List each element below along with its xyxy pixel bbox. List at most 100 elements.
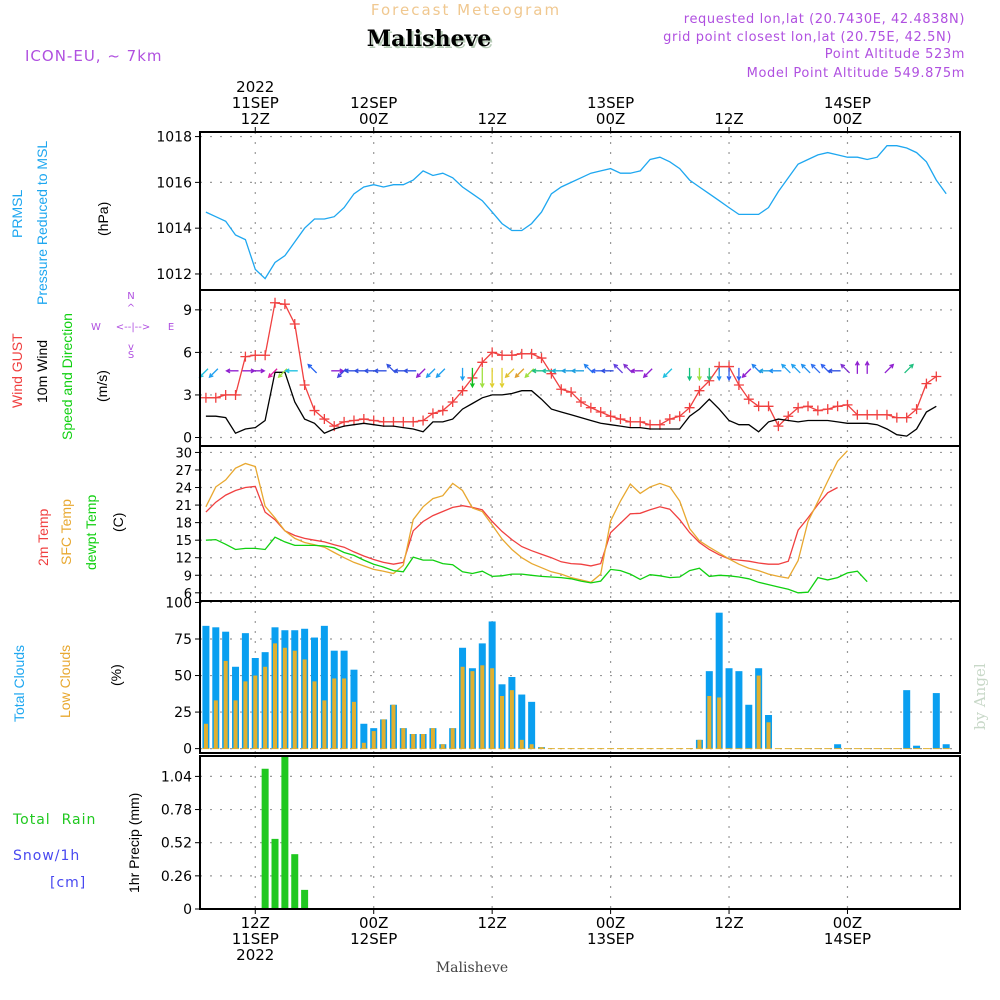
gust-marker (506, 350, 517, 361)
y-tick-label: 18 (175, 517, 192, 532)
low-cloud-bar (342, 678, 347, 749)
wind-direction-arrow (726, 367, 732, 382)
total-cloud-bar (518, 694, 526, 749)
gridpoint-coords: grid point closest lon,lat (20.75E, 42.5… (663, 30, 952, 45)
top-axis-label: 00Z (359, 110, 388, 128)
wind-direction-arrow (479, 367, 485, 389)
low-cloud-bar (450, 728, 455, 749)
low-cloud-bar (391, 704, 396, 749)
low-cloud-bar (500, 696, 505, 749)
top-axis-label: 00Z (596, 110, 625, 128)
panel-2: 6 9 12 15 18 21 24 27 30 (175, 445, 961, 602)
low-cloud-bar (332, 678, 337, 749)
pressure-label-unit: (hPa) (95, 202, 111, 236)
panel-frame (199, 600, 961, 754)
wind-direction-arrow (629, 368, 644, 374)
compass-s: S (128, 350, 134, 361)
total-cloud-bar (942, 744, 950, 749)
y-tick-label: 0.26 (161, 869, 192, 885)
gust-marker (200, 392, 211, 403)
low-cloud-bar (519, 739, 524, 749)
gust-marker (447, 397, 458, 408)
series-line-prmsl (205, 145, 947, 280)
low-cloud-bar (302, 659, 307, 749)
gust-marker (299, 380, 310, 391)
rain-bar (261, 768, 269, 909)
wind-direction-arrow (277, 368, 288, 379)
wind-direction-arrow (827, 368, 841, 374)
bottom-axis-label: 2022 (236, 946, 274, 964)
gust-marker (210, 392, 221, 403)
series-line-2m-temp (205, 485, 838, 567)
gust-marker (881, 409, 892, 420)
gust-marker (763, 401, 774, 412)
y-tick-label: 27 (175, 464, 192, 479)
top-axis-label: 12SEP (350, 94, 397, 112)
gust-marker (625, 416, 636, 427)
gust-marker (250, 350, 261, 361)
wind-direction-arrow (415, 368, 426, 379)
y-tick-label: 21 (175, 499, 192, 514)
low-cloud-bar (351, 701, 356, 749)
compass-arrows-h: <-‑|‑-> (116, 322, 151, 333)
compass-arrow-up: ^ (127, 303, 135, 314)
wind-direction-arrow (386, 363, 397, 374)
low-cloud-bar (361, 742, 366, 749)
gust-marker (309, 405, 320, 416)
wind-direction-arrow (469, 367, 475, 389)
y-tick-label: 1016 (156, 175, 192, 191)
wind-direction-arrow (489, 367, 495, 389)
wind-direction-arrow (790, 363, 801, 374)
low-cloud-bar (253, 675, 258, 749)
series-line-sfc-temp (205, 450, 848, 584)
low-cloud-bar (401, 728, 406, 749)
bottom-axis-label: 00Z (359, 914, 388, 932)
gust-marker (418, 415, 429, 426)
low-cloud-bar (263, 666, 268, 749)
bottom-axis-label: 14SEP (824, 930, 871, 948)
wind-direction-arrow (284, 368, 298, 374)
wind-direction-arrow (570, 368, 584, 374)
point-altitude: Point Altitude 523m (825, 47, 965, 62)
gust-marker (270, 297, 281, 308)
wind-direction-arrow (331, 368, 345, 374)
wind-direction-arrow (810, 363, 821, 374)
low-cloud-bar (273, 643, 278, 749)
station-title: Malisheve (367, 26, 491, 52)
low-cloud-bar (470, 671, 475, 749)
pressure-labels: PRMSL Pressure Reduced to MSL (hPa) (9, 141, 111, 305)
gust-marker (605, 411, 616, 422)
gust-marker (674, 411, 685, 422)
top-axis-label: 11SEP (232, 94, 279, 112)
low-cloud-bar (756, 675, 761, 749)
wind-label-gust: Wind GUST (9, 333, 25, 408)
supertitle: Forecast Meteogram (371, 1, 561, 19)
y-tick-label: 3 (183, 388, 192, 404)
rain-bar (271, 838, 279, 909)
compass-e: E (168, 322, 174, 333)
low-cloud-bar (312, 681, 317, 749)
panel-frame (199, 131, 961, 291)
y-tick-label: 6 (184, 587, 192, 602)
wind-direction-arrow (820, 363, 831, 374)
series-line-10m-wind (205, 371, 937, 437)
total-cloud-bar (212, 627, 220, 749)
wind-direction-arrow (373, 368, 387, 374)
wind-direction-arrow (884, 363, 895, 374)
cloud-label-unit: (%) (108, 664, 124, 686)
low-cloud-bar (381, 719, 386, 749)
gust-marker (368, 415, 379, 426)
cloud-label-total: Total Clouds (11, 645, 27, 722)
top-axis-label: 00Z (833, 110, 862, 128)
wind-direction-arrow (662, 368, 673, 379)
gust-marker (585, 402, 596, 413)
total-cloud-bar (932, 693, 940, 749)
gust-marker (388, 416, 399, 427)
total-cloud-bar (320, 625, 328, 749)
top-axis-label: 14SEP (824, 94, 871, 112)
wind-direction-arrow (504, 368, 515, 379)
wind-direction-arrow (425, 368, 436, 379)
cloud-labels: Total Clouds Low Clouds (%) (11, 645, 124, 722)
total-cloud-bar (913, 745, 921, 749)
